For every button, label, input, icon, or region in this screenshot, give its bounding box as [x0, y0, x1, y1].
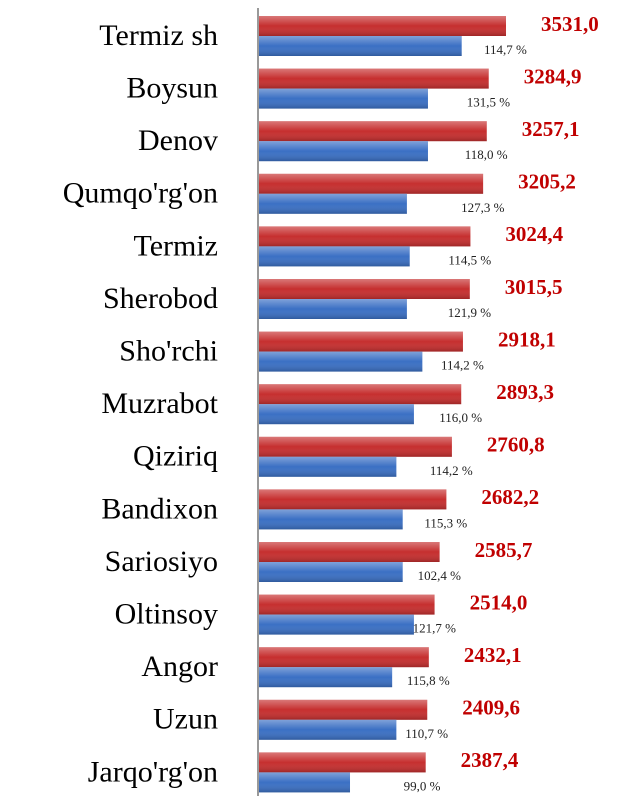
category-label: Qumqo'rg'on [63, 177, 218, 210]
bar-shade [259, 772, 351, 793]
growth-label: 110,7 % [405, 726, 448, 741]
growth-label: 127,3 % [461, 200, 505, 215]
value-label: 2409,6 [462, 696, 520, 720]
category-label: Sariosiyo [105, 545, 218, 578]
bar-shade [259, 88, 428, 109]
growth-label: 121,7 % [413, 621, 457, 636]
value-label: 3015,5 [505, 275, 563, 299]
value-label: 2760,8 [487, 433, 545, 457]
value-label: 2387,4 [461, 748, 519, 772]
value-label: 2918,1 [498, 327, 556, 351]
bar-shade [259, 351, 423, 372]
value-label: 3284,9 [524, 64, 582, 88]
bar-shade [259, 299, 407, 319]
category-label: Muzrabot [101, 387, 218, 420]
bar-shade [259, 752, 426, 773]
bar-shade [259, 331, 463, 352]
value-label: 3024,4 [505, 222, 563, 246]
category-label: Oltinsoy [115, 597, 218, 630]
category-label: Sho'rchi [119, 334, 218, 367]
value-label: 3205,2 [518, 170, 576, 194]
bar-shade [259, 121, 487, 142]
value-label: 3257,1 [522, 117, 580, 141]
category-label: Denov [138, 124, 218, 157]
growth-label: 114,5 % [448, 252, 491, 267]
value-label: 2682,2 [481, 485, 539, 509]
bar-shade [259, 594, 435, 615]
value-label: 3531,0 [541, 12, 599, 36]
bar-shade [259, 16, 506, 36]
bar-shade [259, 489, 447, 510]
growth-label: 114,7 % [484, 42, 527, 57]
growth-label: 115,8 % [407, 673, 450, 688]
bar-shade [259, 647, 429, 668]
value-label: 2893,3 [496, 380, 554, 404]
category-label: Sherobod [103, 282, 218, 315]
bar-shade [259, 141, 428, 162]
bar-shade [259, 699, 428, 720]
bar-shade [259, 384, 462, 405]
growth-label: 116,0 % [439, 410, 482, 425]
category-label: Bandixon [101, 492, 218, 525]
bar-shade [259, 193, 407, 214]
bar-shade [259, 719, 397, 740]
bar-shade [259, 562, 403, 582]
growth-label: 102,4 % [418, 568, 462, 583]
value-label: 2585,7 [475, 538, 533, 562]
bar-shade [259, 404, 414, 425]
bar-shade [259, 542, 440, 562]
bar-shade [259, 279, 470, 299]
bar-shade [259, 667, 393, 688]
bar-shade [259, 246, 410, 267]
value-label: 2432,1 [464, 643, 522, 667]
category-label: Jarqo'rg'on [88, 755, 218, 788]
category-label: Termiz sh [99, 19, 218, 52]
growth-label: 114,2 % [430, 463, 473, 478]
growth-label: 99,0 % [404, 778, 441, 793]
bar-shade [259, 226, 471, 247]
value-label: 2514,0 [470, 590, 528, 614]
bar-shade [259, 68, 489, 89]
category-label: Boysun [126, 71, 218, 104]
category-label: Uzun [153, 703, 218, 736]
growth-label: 118,0 % [465, 147, 508, 162]
bar-shade [259, 436, 452, 457]
bar-shade [259, 614, 414, 635]
bar-shade [259, 456, 397, 477]
category-label: Qiziriq [133, 440, 218, 473]
bar-shade [259, 173, 484, 194]
growth-label: 131,5 % [467, 95, 511, 110]
bar-shade [259, 36, 462, 56]
category-label: Angor [141, 650, 218, 683]
growth-label: 114,2 % [441, 358, 484, 373]
growth-label: 121,9 % [448, 305, 492, 320]
bar-shade [259, 509, 403, 530]
growth-label: 115,3 % [424, 515, 467, 530]
category-label: Termiz [133, 229, 218, 262]
